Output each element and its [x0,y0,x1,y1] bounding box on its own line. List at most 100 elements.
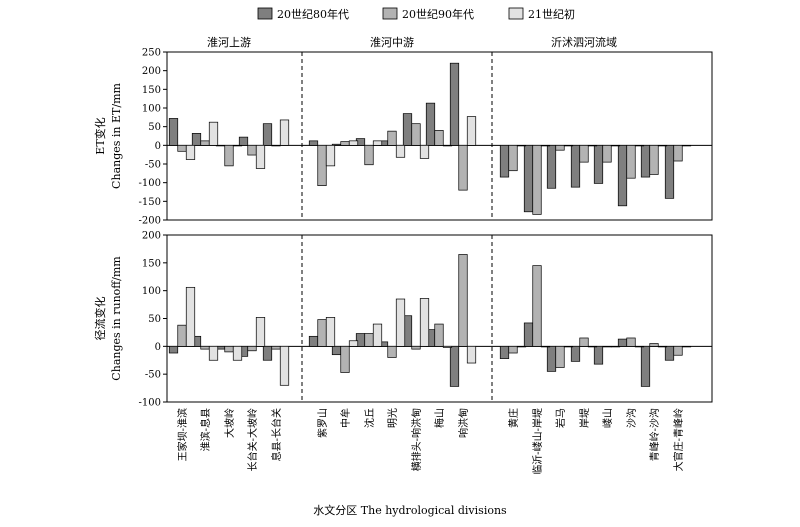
bar [208,121,219,146]
y-tick-label: 100 [142,104,161,115]
bar [232,345,243,361]
bar [168,118,179,146]
station-label: 王家坝-淮滨 [176,408,189,461]
bar [364,144,374,166]
bar [395,298,406,347]
bar [458,144,468,191]
legend-label: 20世纪90年代 [402,7,474,21]
bar [308,140,319,146]
chart-legend: 20世纪80年代 20世纪90年代 21世纪初 [257,7,575,21]
station-label: 明光 [386,408,399,428]
bar [579,144,589,163]
region-label: 淮河上游 [207,36,251,49]
bar [673,144,683,162]
station-label: 梅山 [433,408,446,428]
bar [411,123,421,146]
bar [555,144,565,151]
bar [499,345,510,359]
bar [546,345,557,372]
y-tick-label: -50 [145,160,161,171]
bar [649,144,659,175]
bar [185,144,196,160]
bar [634,345,645,348]
bar [587,345,598,348]
bar [593,144,604,184]
y-tick-label: 200 [142,66,161,77]
bar [185,286,196,347]
bar [279,345,290,386]
bar [340,141,350,146]
bar [168,345,179,354]
legend-label: 21世纪初 [528,7,575,21]
bar [317,319,327,347]
bar [419,298,430,347]
bar [540,345,551,348]
bar [271,345,281,350]
station-label: 大官庄-青峰岭 [672,408,685,471]
bar [434,323,444,347]
legend-label: 20世纪80年代 [277,7,349,21]
station-label: 紫罗山 [317,408,329,438]
y-tick-label: 0 [155,342,161,353]
bar [555,345,565,368]
bar [191,133,202,146]
station-label: 息县-长台关 [270,408,283,461]
bar [579,337,589,347]
y-tick-label: 200 [142,231,161,242]
bar [640,144,651,178]
bar [434,130,444,146]
y-axis-title: ET变化 [93,117,107,154]
bar [279,119,290,146]
bar [262,123,273,146]
y-tick-label: 100 [142,286,161,297]
runoff-change-panel: -100 -50 0 50 100 150 200 径流变化 Changes in runoff… [93,231,713,409]
bar [255,144,266,169]
bar [387,345,397,358]
y-tick-label: -100 [139,178,161,189]
bar [262,345,273,361]
y-tick-label: 50 [148,122,161,133]
region-label: 淮河中游 [370,36,414,49]
bar [449,62,460,146]
bar [177,324,187,347]
bar [570,345,581,362]
bar [681,345,692,348]
bar [657,144,668,147]
bar [499,144,510,178]
bar [617,338,628,347]
y-tick-label: 0 [155,141,161,152]
bar [626,144,636,179]
bar [372,140,383,146]
bar [610,144,621,147]
bar [617,144,628,207]
station-label: 响洪甸 [457,408,470,438]
bar [340,345,350,373]
station-label: 大坡岭 [223,408,236,438]
station-label: 沈丘 [363,408,376,428]
bar [425,102,436,146]
bar [664,144,675,199]
bar [610,345,621,348]
bar [331,345,342,356]
bar [200,345,210,350]
bar [395,144,406,158]
bar [442,345,453,348]
bar [593,345,604,365]
bar [508,345,518,354]
bar [458,254,468,347]
bar [532,144,542,215]
bar [563,144,574,147]
station-label: 临沂-嵝山-岸堤 [531,408,544,475]
y-tick-label: -150 [139,197,161,208]
bar [224,144,234,167]
bar [177,144,187,152]
y-tick-label: 50 [148,314,161,325]
station-label: 岸堤 [579,408,591,428]
station-label: 岩马 [554,408,567,428]
bar [540,144,551,147]
station-label: 中牟 [339,408,352,428]
station-label: 长台关-大坡岭 [246,408,259,471]
bar [466,116,477,146]
legend-swatch [257,7,273,20]
